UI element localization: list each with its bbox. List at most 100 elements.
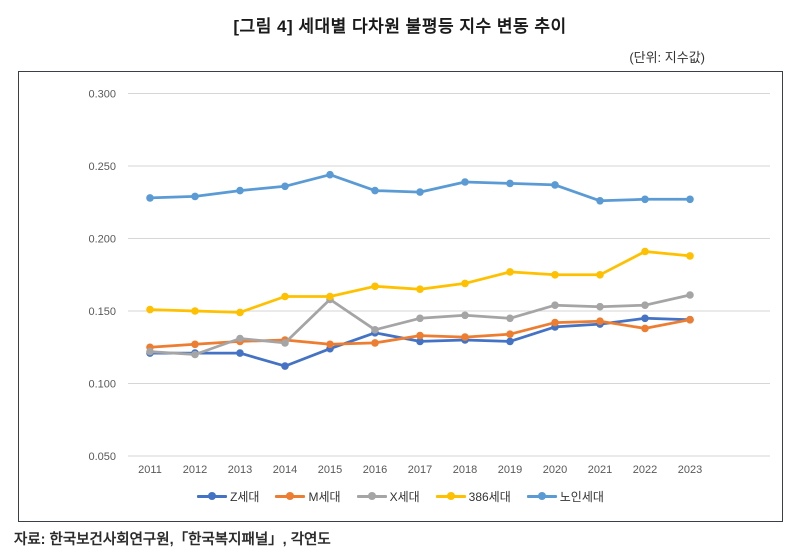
- data-point-marker: [461, 279, 469, 288]
- data-point-marker: [191, 307, 199, 315]
- chart-area: 0.050 0.100 0.150 0.200 0.250 0.300 2011 2012 20…: [18, 71, 783, 522]
- data-point-marker: [146, 347, 154, 356]
- data-point-marker: [641, 324, 649, 333]
- x-axis-tick-label: 2016: [363, 464, 387, 476]
- x-axis-tick-label: 2020: [543, 464, 567, 476]
- data-point-marker: [416, 337, 424, 346]
- data-point-marker: [641, 195, 649, 204]
- chart-legend: Z세대 M세대 X세대 386세대 노인세대: [19, 486, 782, 506]
- chart-title: [그림 4] 세대별 다차원 불평등 지수 변동 추이: [233, 17, 567, 36]
- y-axis-tick-label: 0.100: [88, 379, 116, 391]
- legend-marker-icon: [435, 492, 466, 500]
- legend-marker-icon: [526, 492, 557, 500]
- data-point-marker: [326, 292, 334, 301]
- data-point-marker: [326, 170, 334, 179]
- data-point-marker: [191, 350, 199, 359]
- data-point-marker: [416, 314, 424, 323]
- legend-marker-icon: [197, 492, 228, 500]
- data-point-marker: [551, 181, 559, 189]
- data-point-marker: [596, 317, 604, 325]
- legend-dot-icon: [537, 492, 546, 500]
- data-point-marker: [641, 301, 649, 309]
- data-point-marker: [326, 340, 334, 349]
- y-axis-tick-label: 0.150: [88, 306, 116, 318]
- series-line-노인세대: [148, 173, 692, 203]
- legend-marker-icon: [275, 492, 306, 500]
- legend-dot-icon: [286, 492, 295, 500]
- x-axis-tick-label: 2015: [318, 464, 342, 476]
- data-point-marker: [686, 291, 694, 299]
- x-axis-tick-label: 2019: [498, 464, 522, 476]
- legend-item-M세대: M세대: [275, 488, 341, 505]
- data-point-marker: [371, 326, 379, 334]
- x-axis-tick-label: 2018: [453, 464, 477, 476]
- unit-note: (단위: 지수값): [629, 50, 705, 65]
- y-axis-tick-label: 0.250: [88, 161, 116, 173]
- series-line-386세대: [148, 250, 692, 314]
- data-point-marker: [506, 337, 514, 346]
- legend-item-386세대: 386세대: [435, 488, 511, 505]
- source-note: 자료: 한국보건사회연구원,「한국복지패널」, 각연도: [14, 532, 331, 548]
- data-point-marker: [641, 247, 649, 256]
- data-point-marker: [596, 197, 604, 205]
- data-point-marker: [641, 314, 649, 323]
- y-axis-tick-label: 0.050: [88, 451, 116, 463]
- data-point-marker: [506, 179, 514, 188]
- data-point-marker: [371, 282, 379, 291]
- data-point-marker: [416, 331, 424, 340]
- data-point-marker: [146, 194, 154, 202]
- data-point-marker: [236, 186, 244, 195]
- data-point-marker: [461, 178, 469, 186]
- data-point-marker: [461, 311, 469, 320]
- x-axis-tick-label: 2023: [678, 464, 702, 476]
- x-axis-tick-label: 2012: [183, 464, 207, 476]
- data-point-marker: [596, 271, 604, 279]
- data-point-marker: [191, 340, 199, 349]
- legend-item-노인세대: 노인세대: [526, 488, 604, 505]
- data-point-marker: [146, 305, 154, 314]
- legend-marker-icon: [356, 492, 387, 500]
- y-axis-tick-label: 0.200: [88, 234, 116, 246]
- data-point-marker: [416, 188, 424, 196]
- x-axis-tick-label: 2014: [273, 464, 297, 476]
- data-point-marker: [596, 302, 604, 311]
- data-point-marker: [281, 292, 289, 301]
- data-point-marker: [236, 308, 244, 317]
- legend-dot-icon: [367, 492, 376, 500]
- x-axis-tick-label: 2017: [408, 464, 432, 476]
- data-point-marker: [236, 334, 244, 343]
- x-axis-tick-label: 2022: [633, 464, 657, 476]
- data-point-marker: [416, 285, 424, 293]
- legend-item-Z세대: Z세대: [197, 488, 259, 505]
- data-point-marker: [461, 333, 469, 341]
- data-point-marker: [551, 271, 559, 279]
- data-point-marker: [281, 339, 289, 347]
- legend-label: 노인세대: [559, 489, 604, 504]
- series-line-X세대: [148, 293, 692, 356]
- data-point-marker: [236, 349, 244, 357]
- legend-dot-icon: [208, 492, 217, 500]
- data-point-marker: [506, 330, 514, 339]
- x-axis-tick-label: 2013: [228, 464, 252, 476]
- legend-label: Z세대: [230, 489, 260, 504]
- legend-dot-icon: [446, 492, 455, 500]
- data-point-marker: [371, 339, 379, 347]
- legend-label: 386세대: [468, 489, 511, 504]
- data-point-marker: [506, 268, 514, 276]
- x-axis-tick-label: 2021: [588, 464, 612, 476]
- data-point-marker: [551, 318, 559, 327]
- data-point-marker: [371, 186, 379, 195]
- data-point-marker: [686, 195, 694, 204]
- data-point-marker: [686, 252, 694, 260]
- y-axis-tick-label: 0.300: [88, 89, 116, 101]
- legend-label: X세대: [389, 489, 420, 504]
- data-point-marker: [506, 314, 514, 323]
- line-chart-svg: 0.050 0.100 0.150 0.200 0.250 0.300 2011 2012 20…: [88, 89, 770, 476]
- x-axis-tick-label: 2011: [138, 464, 162, 476]
- legend-label: M세대: [308, 489, 341, 504]
- data-point-marker: [191, 192, 199, 201]
- data-point-marker: [686, 315, 694, 324]
- data-point-marker: [551, 301, 559, 309]
- legend-item-X세대: X세대: [356, 488, 420, 505]
